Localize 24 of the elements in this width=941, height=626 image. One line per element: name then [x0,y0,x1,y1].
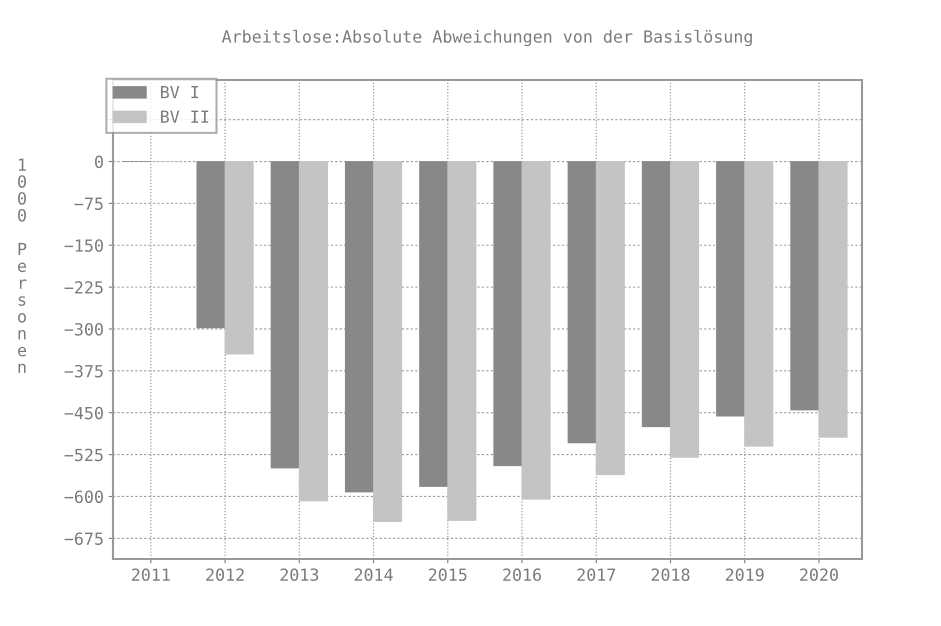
legend-label: BV II [161,110,208,123]
chart-title: Arbeitslose:Absolute Abweichungen von der Basislösung [222,30,752,46]
x-tick-label: 2013 [280,568,318,582]
y-tick-label: −75 [74,198,103,210]
text: 1000 Personen [18,158,26,374]
x-tick-label: 2017 [577,568,616,582]
x-tick-label: 2016 [503,568,542,582]
y-tick-label: −675 [64,532,103,545]
x-tick-label: 2012 [206,568,244,582]
x-tick-label: 2020 [800,568,838,582]
y-tick-label: −225 [64,281,103,294]
y-tick-label: 0 [95,156,103,168]
y-tick-label: −450 [64,406,103,420]
y-tick-label: −525 [64,448,103,462]
x-tick-label: 2014 [354,568,393,582]
x-tick-label: 2018 [652,568,690,582]
y-tick-label: −600 [64,490,103,504]
y-tick-label: −375 [64,364,103,378]
y-tick-label: −300 [64,322,103,336]
x-tick-label: 2015 [428,568,467,582]
y-tick-label: −150 [64,239,103,252]
legend-label: BV I [161,86,198,98]
x-tick-label: 2019 [726,568,764,582]
x-tick-label: 2011 [132,568,170,582]
